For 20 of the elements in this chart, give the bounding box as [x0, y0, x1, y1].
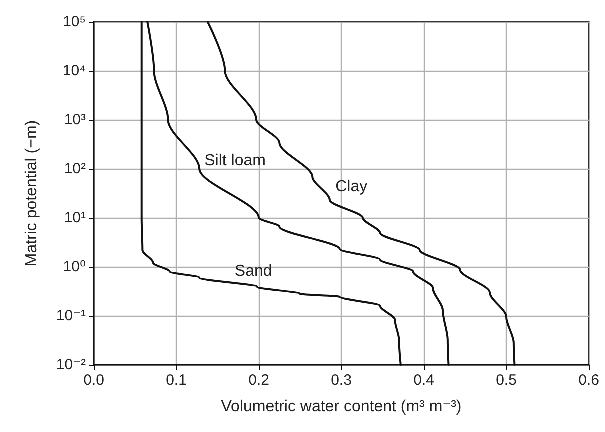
x-tick-label: 0.1 — [166, 372, 187, 389]
y-tick-label: 10² — [64, 160, 86, 178]
x-tick-label: 0.3 — [331, 372, 352, 389]
series-label: Clay — [336, 178, 368, 196]
y-tick-label: 10⁻¹ — [56, 308, 86, 324]
y-tick-label: 10⁴ — [62, 62, 86, 80]
y-tick-label: 10⁵ — [63, 14, 86, 30]
y-tick-label: 10⁰ — [63, 258, 86, 276]
y-tick-label: 10³ — [64, 112, 86, 128]
x-tick-label: 0.0 — [84, 372, 104, 389]
x-axis-title: Volumetric water content (m³ m⁻³) — [221, 398, 462, 416]
series-label: Sand — [234, 263, 272, 280]
x-tick-label: 0.2 — [248, 372, 270, 389]
series-label: Silt loam — [204, 152, 266, 170]
x-tick-label: 0.4 — [414, 372, 434, 389]
x-tick-label: 0.6 — [578, 372, 600, 389]
y-tick-label: 10¹ — [64, 210, 86, 226]
y-tick-label: 10⁻² — [56, 356, 86, 374]
y-axis-title: Matric potential (−m) — [24, 120, 40, 267]
x-tick-label: 0.5 — [496, 372, 517, 389]
